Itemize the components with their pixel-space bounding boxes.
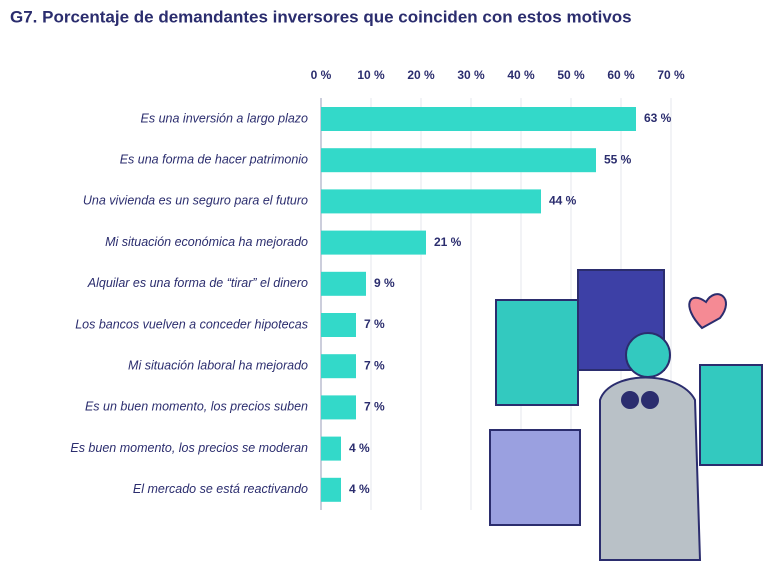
y-tick-label: Es una inversión a largo plazo	[141, 111, 309, 125]
value-label: 7 %	[364, 400, 385, 414]
value-label: 7 %	[364, 358, 385, 372]
bar	[321, 107, 636, 131]
value-label: 55 %	[604, 152, 632, 166]
bar	[321, 148, 596, 173]
bar	[321, 477, 341, 502]
chart-title: G7. Porcentaje de demandantes inversores…	[10, 7, 632, 26]
y-tick-label: Es un buen momento, los precios suben	[85, 400, 308, 414]
bar	[321, 395, 356, 420]
x-tick-label: 30 %	[457, 68, 485, 82]
x-tick-label: 20 %	[407, 68, 435, 82]
x-tick-label: 50 %	[557, 68, 585, 82]
x-tick-label: 0 %	[311, 68, 332, 82]
value-label: 44 %	[549, 194, 577, 208]
bar	[321, 313, 356, 337]
y-tick-label: Es una forma de hacer patrimonio	[120, 152, 308, 166]
x-tick-label: 60 %	[607, 68, 635, 82]
y-tick-label: Mi situación laboral ha mejorado	[128, 358, 308, 372]
bar	[321, 354, 356, 379]
x-tick-label: 40 %	[507, 68, 535, 82]
value-label: 21 %	[434, 235, 462, 249]
bar	[321, 230, 426, 255]
bar	[321, 436, 341, 461]
value-label: 63 %	[644, 111, 672, 125]
value-label: 4 %	[349, 441, 370, 455]
illustration	[489, 269, 763, 561]
y-tick-label: Mi situación económica ha mejorado	[105, 235, 308, 249]
x-tick-label: 10 %	[357, 68, 385, 82]
x-tick-label: 70 %	[657, 68, 685, 82]
y-tick-label: El mercado se está reactivando	[133, 482, 308, 496]
bar	[321, 271, 366, 296]
value-label: 9 %	[374, 276, 395, 290]
bar	[321, 189, 541, 214]
value-label: 7 %	[364, 317, 385, 331]
y-tick-label: Alquilar es una forma de “tirar” el dine…	[87, 276, 308, 290]
y-tick-label: Es buen momento, los precios se moderan	[70, 441, 308, 455]
y-tick-label: Los bancos vuelven a conceder hipotecas	[75, 317, 308, 331]
y-tick-label: Una vivienda es un seguro para el futuro	[83, 194, 308, 208]
value-label: 4 %	[349, 482, 370, 496]
